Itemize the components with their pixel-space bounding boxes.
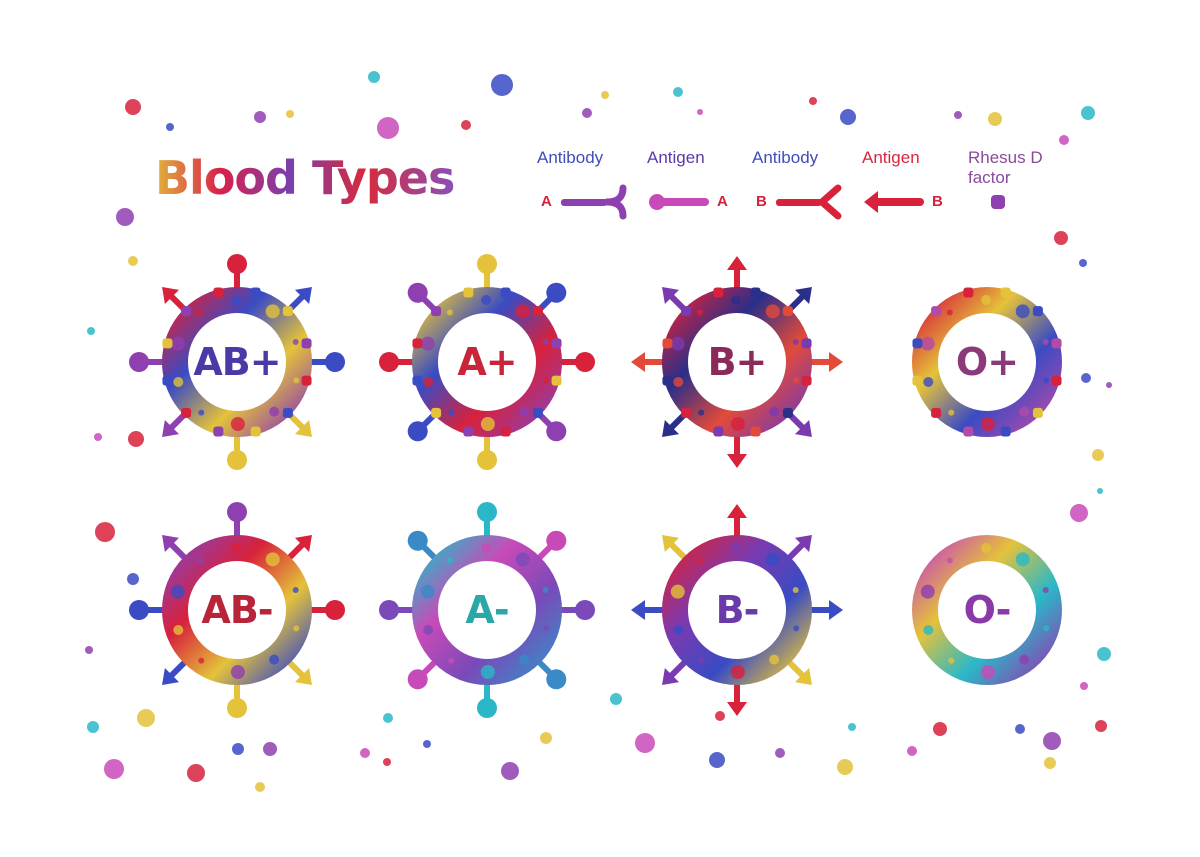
splatter-dot [461,120,471,130]
splatter-dot [1054,231,1068,245]
splatter-dot [95,522,115,542]
blood-type-label: O+ [955,340,1019,384]
splatter-dot [87,721,99,733]
splatter-dot [104,759,124,779]
splatter-dot [128,431,144,447]
splatter-dot [1043,732,1061,750]
splatter-dot [491,74,513,96]
splatter-dot [116,208,134,226]
antibody-stem [561,199,607,206]
splatter-dot [187,764,205,782]
splatter-dot [360,748,370,758]
splatter-dot [1097,488,1103,494]
antibody-fork [603,184,627,220]
splatter-dot [540,732,552,744]
antigen-stem [653,198,709,206]
legend-antigen-icon [864,191,924,213]
antigen-head [649,194,665,210]
splatter-dot [383,758,391,766]
splatter-dot [501,762,519,780]
splatter-dot [125,99,141,115]
antibody-stem [776,199,822,206]
splatter-dot [94,433,102,441]
antigen-stem [868,198,924,206]
splatter-dot [988,112,1002,126]
legend-antibody-icon [561,184,627,220]
splatter-dot [715,711,725,721]
splatter-dot [383,713,393,723]
splatter-dot [1044,757,1056,769]
legend-antigen-icon [649,194,709,210]
splatter-dot [673,87,683,97]
splatter-dot [610,693,622,705]
legend-letter: B [932,193,943,210]
splatter-dot [1097,647,1111,661]
splatter-dot [1079,259,1087,267]
legend-letter: B [756,193,767,210]
splatter-dot [128,256,138,266]
splatter-dot [368,71,380,83]
splatter-dot [1092,449,1104,461]
splatter-dot [137,709,155,727]
splatter-dot [635,733,655,753]
legend-label: Rhesus D factor [968,148,1043,187]
splatter-dot [377,117,399,139]
splatter-dot [263,742,277,756]
splatter-dot [255,782,265,792]
blood-type-label: A- [465,588,509,632]
splatter-dot [582,108,592,118]
blood-type-label: AB- [201,588,273,632]
blood-type-label: AB+ [193,340,281,384]
splatter-dot [840,109,856,125]
splatter-dot [87,327,95,335]
legend-letter: A [541,193,552,210]
splatter-dot [709,752,725,768]
splatter-dot [1106,382,1112,388]
splatter-dot [809,97,817,105]
splatter-dot [601,91,609,99]
splatter-dot [1015,724,1025,734]
splatter-dot [848,723,856,731]
rhesus-square [991,195,1005,209]
blood-type-label: B- [715,588,760,632]
splatter-dot [1070,504,1088,522]
splatter-dot [1081,373,1091,383]
splatter-dot [907,746,917,756]
legend-label: Antibody [537,148,604,167]
blood-type-label: A+ [457,340,517,384]
legend-letter: A [717,193,728,210]
splatter-dot [286,110,294,118]
legend-rhesus-icon [991,195,1005,209]
splatter-dot [232,743,244,755]
splatter-dot [1080,682,1088,690]
page-title: Blood Types [155,151,455,205]
blood-type-label: B+ [707,340,768,384]
splatter-dot [775,748,785,758]
legend-label: Antigen [862,148,920,167]
antigen-head [864,191,878,213]
splatter-dot [697,109,703,115]
splatter-dot [423,740,431,748]
splatter-dot [1081,106,1095,120]
legend-label: Antibody [752,148,819,167]
splatter-dot [85,646,93,654]
antibody-fork [818,184,842,220]
legend-label: Antigen [647,148,705,167]
splatter-dot [254,111,266,123]
splatter-dot [933,722,947,736]
blood-type-label: O- [963,588,1012,632]
splatter-dot [1095,720,1107,732]
splatter-dot [837,759,853,775]
splatter-dot [954,111,962,119]
splatter-dot [127,573,139,585]
splatter-dot [1059,135,1069,145]
splatter-dot [166,123,174,131]
legend-antibody-icon [776,184,842,220]
